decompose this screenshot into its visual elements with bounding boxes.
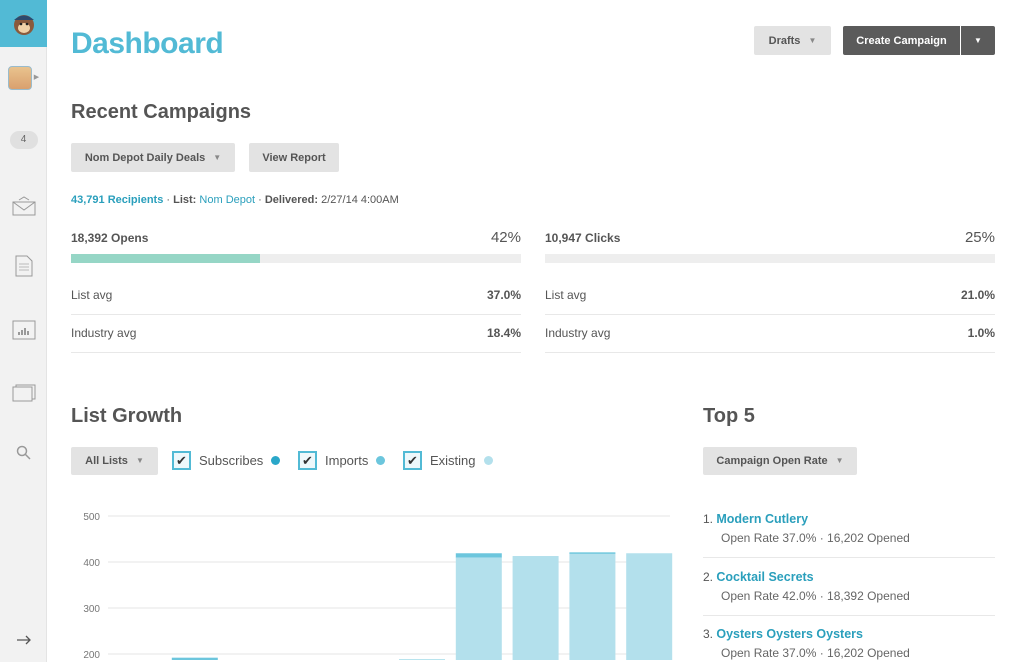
subscribes-checkbox[interactable]: ✔ Subscribes: [172, 451, 281, 470]
subscribes-dot: [271, 456, 281, 465]
mailchimp-logo[interactable]: [0, 0, 47, 47]
campaign-link[interactable]: Oysters Oysters Oysters: [716, 627, 863, 641]
opens-progress: [71, 254, 521, 263]
opens-progress-fill: [71, 254, 260, 263]
top5-sort-label: Campaign Open Rate: [716, 455, 828, 467]
recent-campaigns-title: Recent Campaigns: [71, 101, 252, 123]
opens-label: 18,392 Opens: [71, 230, 149, 245]
campaign-link[interactable]: Modern Cutlery: [716, 512, 809, 526]
delivered-date: 2/27/14 4:00AM: [321, 194, 399, 206]
industry-avg-label: Industry avg: [545, 326, 611, 341]
list-avg-label: List avg: [71, 288, 113, 303]
avatar: [7, 66, 32, 90]
create-campaign-button[interactable]: Create Campaign: [843, 26, 960, 55]
chevron-down-icon: ▼: [835, 456, 844, 465]
campaign-stats: Open Rate 37.0% · 16,202 Opened: [721, 646, 910, 660]
bar-subscribes: [455, 553, 502, 558]
list-label: List:: [173, 194, 197, 206]
chevron-down-icon: ▼: [974, 35, 982, 45]
templates-icon[interactable]: [0, 254, 47, 278]
campaign-select[interactable]: Nom Depot Daily Deals ▼: [71, 143, 235, 172]
lists-icon[interactable]: [0, 380, 47, 404]
check-icon: ✔: [403, 451, 422, 470]
industry-avg-value: 1.0%: [967, 326, 995, 341]
list-growth-title: List Growth: [71, 405, 183, 427]
campaign-stats: Open Rate 42.0% · 18,392 Opened: [721, 589, 910, 603]
bar-existing: [455, 556, 502, 660]
reports-icon[interactable]: [0, 318, 47, 342]
y-tick-label: 300: [83, 604, 100, 615]
campaign-meta: 43,791 Recipients · List: Nom Depot · De…: [71, 194, 399, 206]
chevron-down-icon: ▼: [808, 35, 817, 45]
campaign-select-label: Nom Depot Daily Deals: [84, 151, 206, 164]
subscribes-label: Subscribes: [199, 452, 264, 468]
list-avg-label: List avg: [545, 288, 587, 303]
list-avg-value: 37.0%: [486, 288, 521, 303]
imports-label: Imports: [325, 452, 369, 468]
top5-sort-select[interactable]: Campaign Open Rate ▼: [703, 447, 857, 475]
bar-existing: [569, 553, 616, 660]
rank: 1.: [703, 512, 714, 526]
top5-item: 2. Cocktail Secrets Open Rate 42.0% · 18,…: [703, 570, 995, 616]
rank: 3.: [703, 627, 714, 641]
y-tick-label: 500: [83, 512, 100, 523]
clicks-pct: 25%: [964, 229, 995, 246]
list-growth-chart: 500 400 300 200: [83, 512, 673, 660]
existing-checkbox[interactable]: ✔ Existing: [403, 451, 493, 470]
sidebar: ▶ 4: [0, 0, 47, 662]
industry-avg-value: 18.4%: [486, 326, 521, 341]
top5-item: 3. Oysters Oysters Oysters Open Rate 37.0…: [703, 627, 995, 661]
chevron-down-icon: ▼: [135, 456, 144, 465]
opens-stat: 18,392 Opens 42% List avg 37.0% Industry a…: [71, 228, 521, 353]
drafts-label: Drafts: [768, 34, 801, 47]
imports-checkbox[interactable]: ✔ Imports: [298, 451, 386, 470]
page-title: Dashboard: [71, 27, 224, 60]
industry-avg-label: Industry avg: [71, 326, 137, 341]
campaigns-icon[interactable]: [0, 194, 47, 218]
bar-existing: [626, 553, 673, 660]
check-icon: ✔: [172, 451, 191, 470]
top5-title: Top 5: [703, 405, 755, 427]
clicks-label: 10,947 Clicks: [545, 230, 621, 245]
caret-right-icon: ▶: [33, 74, 40, 81]
clicks-progress: [545, 254, 995, 263]
top5-item: 1. Modern Cutlery Open Rate 37.0% · 16,20…: [703, 512, 995, 558]
campaign-stats: Open Rate 37.0% · 16,202 Opened: [721, 531, 910, 545]
bar-existing: [512, 556, 559, 660]
expand-arrow-icon[interactable]: [0, 628, 47, 652]
search-icon[interactable]: [0, 441, 47, 465]
view-report-button[interactable]: View Report: [249, 143, 339, 172]
notification-badge[interactable]: 4: [9, 131, 38, 149]
list-avg-value: 21.0%: [960, 288, 995, 303]
existing-label: Existing: [430, 452, 476, 468]
campaign-link[interactable]: Cocktail Secrets: [716, 570, 814, 584]
existing-dot: [483, 456, 493, 465]
bar-subscribes: [569, 552, 616, 554]
y-tick-label: 400: [83, 558, 100, 569]
chevron-down-icon: ▼: [213, 152, 222, 162]
create-campaign-menu-button[interactable]: ▼: [961, 26, 995, 55]
list-link[interactable]: Nom Depot: [199, 194, 256, 206]
recipients-link[interactable]: 43,791 Recipients: [71, 194, 164, 206]
rank: 2.: [703, 570, 714, 584]
clicks-stat: 10,947 Clicks 25% List avg 21.0% Industry …: [545, 228, 995, 353]
imports-dot: [376, 456, 386, 465]
list-select-label: All Lists: [85, 455, 128, 467]
delivered-label: Delivered:: [264, 194, 319, 206]
bar-subscribes: [171, 657, 218, 660]
drafts-dropdown[interactable]: Drafts ▼: [754, 26, 831, 55]
list-select[interactable]: All Lists ▼: [71, 447, 158, 475]
y-tick-label: 200: [83, 650, 100, 660]
check-icon: ✔: [298, 451, 317, 470]
account-menu[interactable]: ▶: [0, 66, 47, 90]
opens-pct: 42%: [490, 229, 521, 246]
